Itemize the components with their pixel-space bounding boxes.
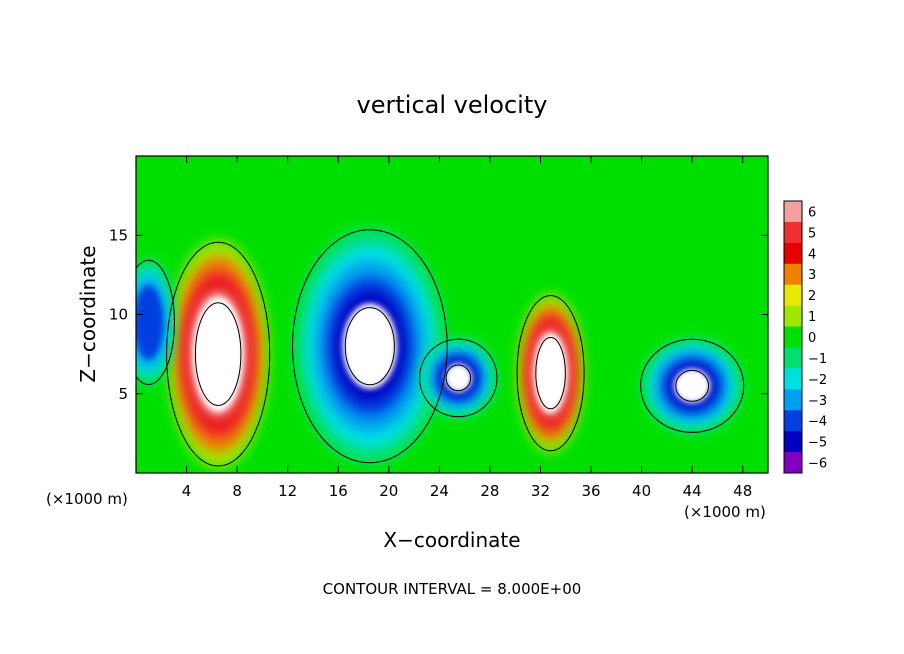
colorbar-frame xyxy=(783,200,803,474)
colorbar-swatch xyxy=(784,284,802,307)
y-axis: 5 10 15 xyxy=(109,226,768,403)
contour-line xyxy=(445,364,472,392)
plot-area xyxy=(136,156,768,473)
x-tick-label: 32 xyxy=(531,482,550,500)
colorbar-swatch xyxy=(784,347,802,369)
x-axis: 4 8 12 16 20 24 28 32 36 40 44 48 xyxy=(182,156,752,500)
colorbar-swatch xyxy=(784,201,802,223)
colorbar-label: −1 xyxy=(808,352,827,367)
x-tick-label: 8 xyxy=(232,482,242,500)
zero-contour xyxy=(516,294,585,452)
downdraft-cell xyxy=(136,259,174,386)
contour-interval-note: CONTOUR INTERVAL = 8.000E+00 xyxy=(323,580,582,598)
contour-line xyxy=(675,369,710,402)
contour-line xyxy=(535,336,566,410)
field-band xyxy=(444,363,472,393)
colorbar-swatch xyxy=(784,242,802,265)
colorbar-label: −5 xyxy=(808,436,827,451)
colorbar-label: 2 xyxy=(808,289,816,304)
x-unit-left: (×1000 m) xyxy=(46,490,128,508)
colorbar-swatch xyxy=(784,368,802,390)
updraft-cell xyxy=(167,240,269,469)
x-axis-label: X−coordinate xyxy=(383,528,520,552)
colorbar-swatch xyxy=(784,410,802,432)
x-unit-right: (×1000 m) xyxy=(684,503,766,521)
colorbar-label: −2 xyxy=(808,373,827,388)
x-tick-label: 16 xyxy=(329,482,348,500)
chart-title: vertical velocity xyxy=(357,91,548,119)
x-tick-label: 40 xyxy=(632,482,651,500)
x-tick-label: 36 xyxy=(581,482,600,500)
contour-line xyxy=(194,302,242,406)
colorbar-label: 5 xyxy=(808,226,816,241)
y-axis-label: Z−coordinate xyxy=(76,245,100,382)
x-tick-label: 48 xyxy=(733,482,752,500)
y-tick-label: 15 xyxy=(109,226,128,244)
x-tick-label: 12 xyxy=(278,482,297,500)
y-tick-label: 10 xyxy=(109,306,128,324)
x-tick-label: 28 xyxy=(480,482,499,500)
colorbar-swatch xyxy=(784,326,802,348)
colorbar-swatch xyxy=(784,263,802,286)
downdraft-cell xyxy=(294,227,446,466)
x-tick-label: 4 xyxy=(182,482,192,500)
field-band xyxy=(136,285,164,360)
colorbar-swatch xyxy=(784,452,802,474)
zero-contour xyxy=(166,241,271,467)
contour-lines xyxy=(136,229,745,467)
field-band xyxy=(342,303,398,389)
velocity-field xyxy=(136,227,743,469)
x-tick-label: 44 xyxy=(683,482,702,500)
y-tick-label: 5 xyxy=(118,385,128,403)
zero-contour xyxy=(291,229,448,464)
contour-line xyxy=(344,307,395,386)
x-tick-label: 20 xyxy=(379,482,398,500)
zero-contour xyxy=(640,338,745,433)
colorbar-swatch xyxy=(784,389,802,411)
field-band xyxy=(534,333,568,413)
x-tick-label: 24 xyxy=(430,482,449,500)
field-band xyxy=(192,297,244,412)
colorbar-swatch xyxy=(784,431,802,453)
colorbar-label: −4 xyxy=(808,415,827,430)
colorbar-label: 1 xyxy=(808,310,816,325)
colorbar-label: 0 xyxy=(808,331,816,346)
colorbar-label: 4 xyxy=(808,247,816,262)
colorbar-label: 3 xyxy=(808,268,816,283)
zero-contour xyxy=(136,259,175,386)
colorbar-label: 6 xyxy=(808,205,816,220)
colorbar: 6 5 4 3 2 1 0 −1 −2 −3 −4 −5 −6 xyxy=(783,200,827,474)
zero-contour xyxy=(419,338,498,418)
field-band xyxy=(673,368,711,403)
colorbar-label: −6 xyxy=(808,457,827,472)
colorbar-label: −3 xyxy=(808,394,827,409)
colorbar-swatch xyxy=(784,305,802,328)
updraft-cell xyxy=(517,293,584,453)
colorbar-swatch xyxy=(784,221,802,244)
